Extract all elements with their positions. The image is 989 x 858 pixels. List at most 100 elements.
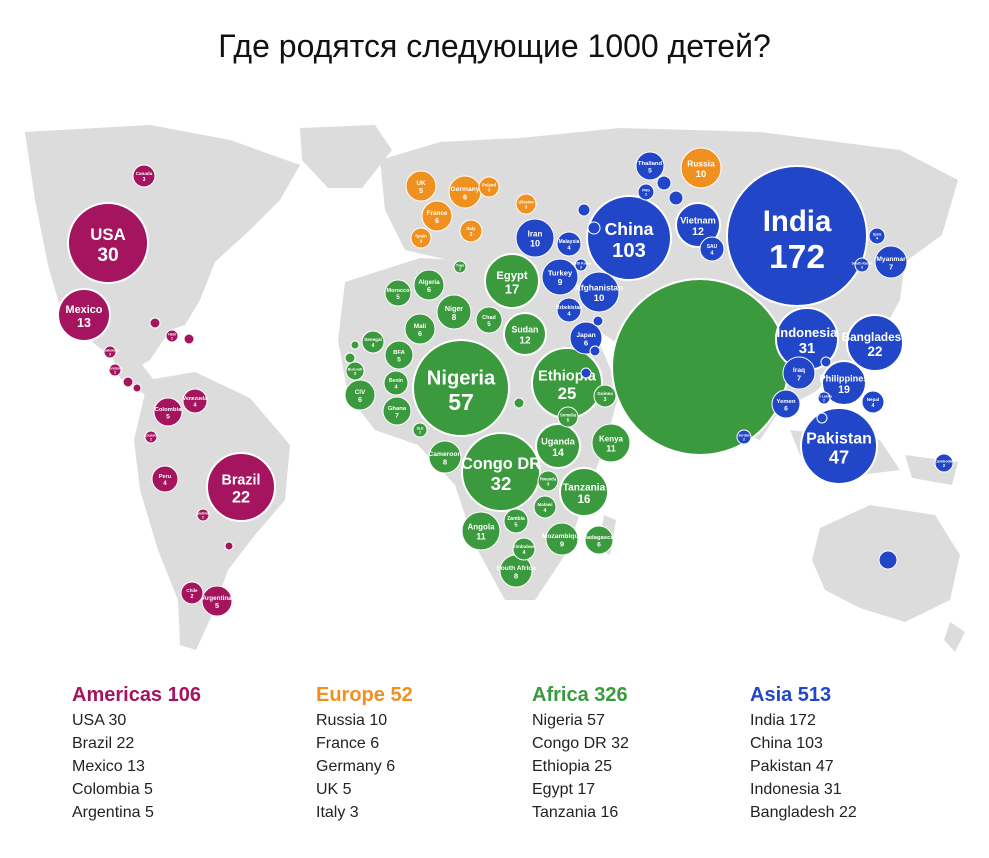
bubble-name: South Africa [496,565,536,572]
bubble-circle [144,430,158,444]
bubble-circle [405,170,437,202]
bubble-value: 4 [523,550,526,556]
bubble-value: 5 [648,167,652,174]
bubble-value: 8 [452,313,457,322]
bubble-unlabeled [878,550,898,570]
bubble-circle [533,495,557,519]
bubble-name: Burundi [348,367,363,371]
legend-item: UK 5 [316,781,352,798]
bubble-unlabeled [132,383,142,393]
bubble-name: Bangladesh [842,330,909,344]
bubble-name: SAU [707,244,718,250]
bubble-circle [574,258,588,272]
bubble-name: Angola [467,523,495,532]
bubble-circle [421,200,453,232]
bubble-uk: UK5 [405,170,437,202]
bubble-circle [384,340,414,370]
bubble-value: 4 [193,402,197,408]
bubble-name: Malawi [537,502,552,507]
bubble-value: 5 [514,522,518,528]
bubble-value: 5 [419,186,423,195]
bubble-value: 7 [395,412,399,419]
bubble-name: Mozambique [542,533,583,540]
bubble-circle [344,379,376,411]
bubble-name: BFA [393,350,406,356]
bubble-circle [782,356,816,390]
legend-europe: Europe 52 Russia 10 France 6 Germany 6 U… [316,684,546,824]
bubble-circle [412,339,510,437]
bubble-value: 4 [876,237,879,241]
bubble-circle [361,330,385,354]
bubble-name: Uzbekistan [556,305,582,311]
bubble-name: Tanzania [563,482,606,493]
legend-item: Congo DR 32 [532,735,629,752]
legend-item: China 103 [750,735,823,752]
bubble-unlabeled [668,190,684,206]
legend-item: France 6 [316,735,380,752]
legend-item: Germany 6 [316,758,396,775]
bubble-name: Colombia [155,407,183,413]
bubble-name: Egypt [496,270,528,282]
bubble-name: Ecuador [144,433,159,437]
bubble-value: 2 [191,594,194,600]
bubble-circle [846,314,904,372]
legend-item: Bangladesh 22 [750,804,857,821]
bubble-value: 3 [420,239,423,245]
bubble-circle [580,367,592,379]
bubble-value: 3 [861,265,863,269]
bubble-name: South Korea [852,261,873,265]
bubble-circle [656,175,672,191]
bubble-circle [611,278,789,456]
bubble-name: Cambodia [935,459,954,463]
bubble-circle [874,245,908,279]
bubble-value: 32 [491,473,512,494]
bubble-name: Togo [456,263,464,267]
bubble-value: 6 [463,192,467,201]
bubble-name: Chile [186,588,198,593]
legend-africa: Africa 326 Nigeria 57 Congo DR 32 Ethiop… [532,684,762,824]
bubble-circle [699,236,725,262]
bubble-name: Jordan [738,433,750,437]
legend-item: Italy 3 [316,804,359,821]
bubble-value: 3 [604,397,607,403]
bubble-name: Rwanda [540,476,557,481]
bubble-name: Honduras [107,366,123,370]
bubble-name: Morocco [387,288,411,294]
bubble-value: 14 [552,447,564,459]
bubble-value: 3 [580,265,582,269]
bubble-circle [541,258,579,296]
bubble-circle [165,329,179,343]
bubble-value: 19 [838,384,850,396]
bubble-name: Benin [389,378,403,384]
bubble-circle [868,227,886,245]
bubble-value: 9 [558,277,563,287]
bubble-value: 2 [171,336,173,340]
bubble-value: 8 [443,457,448,466]
bubble-value: 10 [696,169,707,180]
bubble-name: Guinea [597,391,613,396]
bubble-circle [384,279,412,307]
bubble-name: Sudan [512,324,539,334]
legend-item: Argentina 5 [72,804,154,821]
bubble-circle [153,397,183,427]
bubble-value: 6 [597,541,601,548]
